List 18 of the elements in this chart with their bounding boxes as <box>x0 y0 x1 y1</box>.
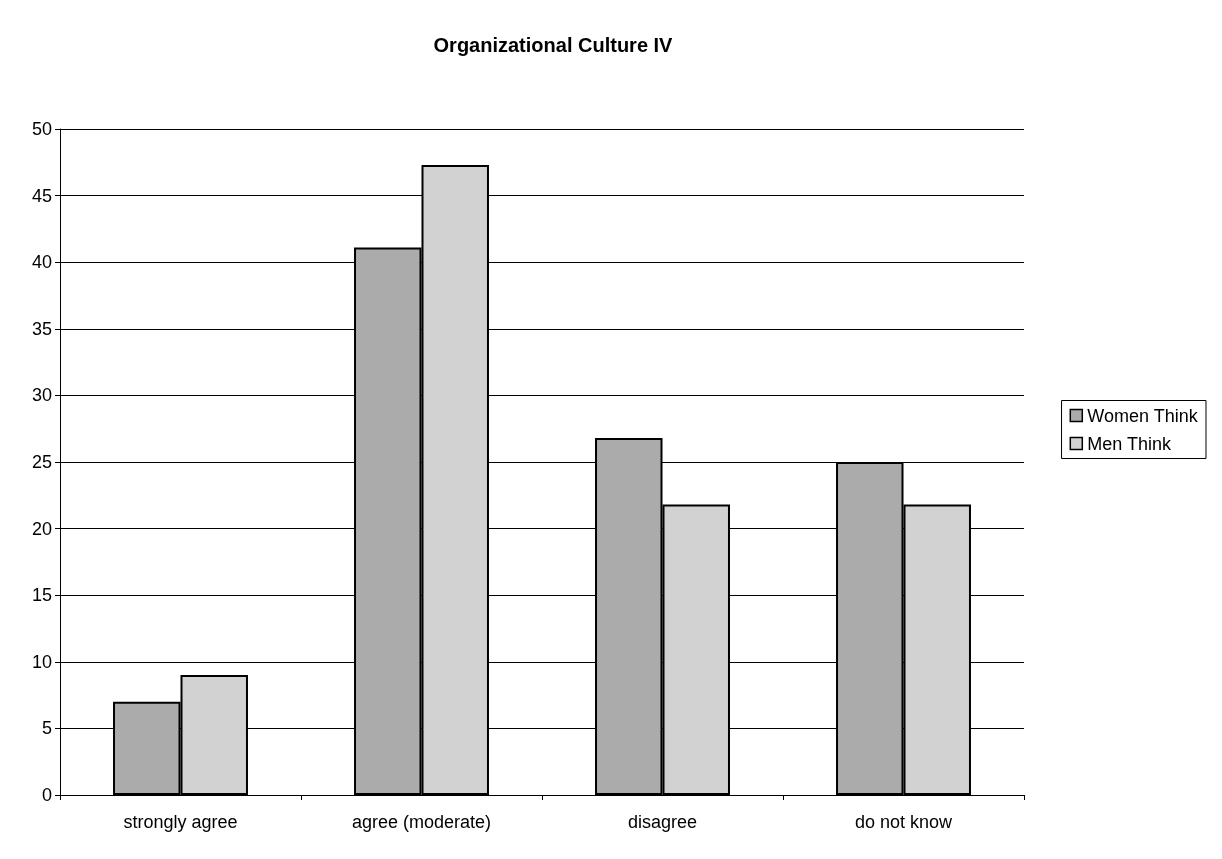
y-tick-label: 25 <box>31 452 52 472</box>
x-tick-label: do not know <box>854 812 954 832</box>
legend-label: Men Think <box>1087 433 1172 454</box>
y-tick-label: 45 <box>31 185 52 206</box>
y-tick-label: 30 <box>31 385 52 406</box>
y-tick-label: 20 <box>31 518 52 539</box>
y-tick-label: 10 <box>31 651 52 672</box>
legend-label: Women Think <box>1087 405 1199 426</box>
y-tick-label: 0 <box>41 785 52 805</box>
y-tick-label: 50 <box>31 119 52 139</box>
chart-title: Organizational Culture IV <box>433 34 674 56</box>
x-tick-label: agree (moderate) <box>351 812 492 832</box>
x-tick-label: disagree <box>627 812 698 832</box>
y-tick-label: 40 <box>31 252 52 273</box>
y-tick-label: 5 <box>41 718 52 739</box>
y-tick-label: 35 <box>31 318 52 339</box>
x-tick-label: strongly agree <box>123 812 238 832</box>
y-tick-label: 15 <box>31 585 52 606</box>
